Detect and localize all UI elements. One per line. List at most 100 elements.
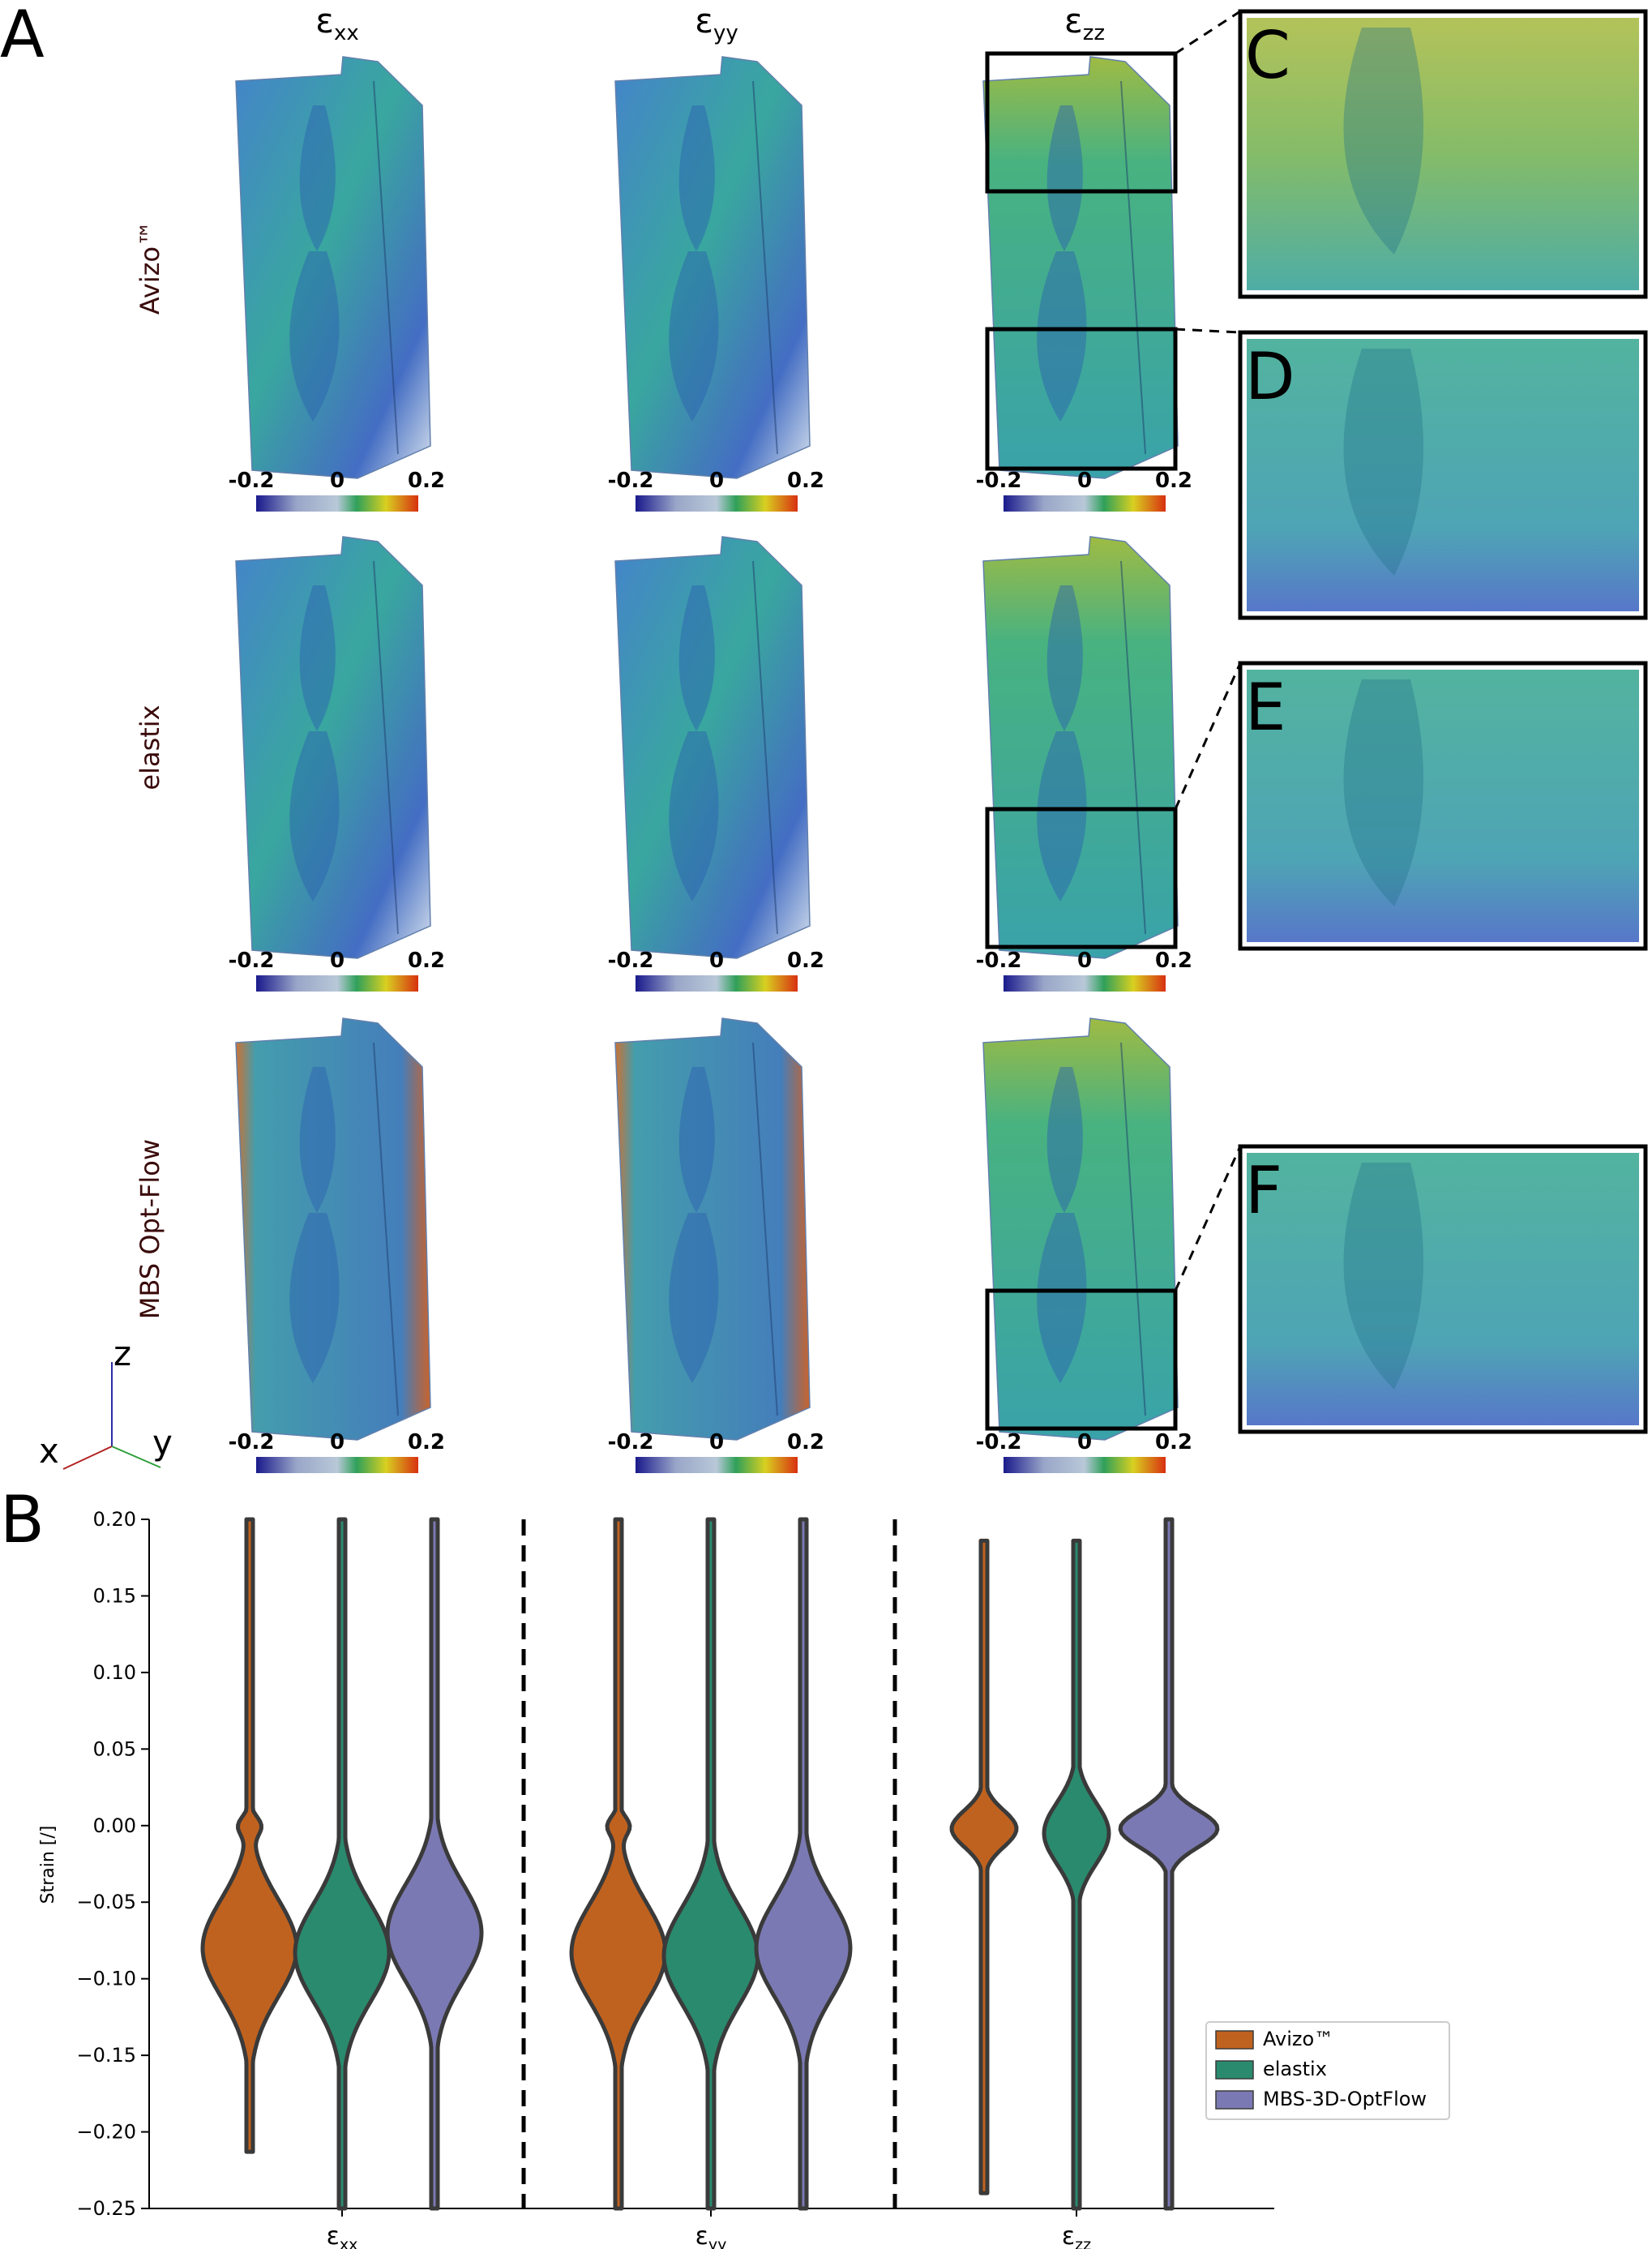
y-tick-label: 0.10 [93,1661,136,1684]
axes-triad: z x y [39,1334,173,1471]
inset-label-D: D [1245,339,1295,414]
inset-image-F [1247,1153,1639,1425]
selection-box-D [985,327,1178,471]
volume-edge [1120,1042,1146,1416]
y-tick-label: 0.05 [93,1737,136,1760]
selection-box-F [985,1288,1178,1431]
row-header-2: MBS Opt-Flow [135,1139,165,1319]
column-headers: εxx εyy εzz [315,1,1105,45]
inset-fiber-F [1343,1163,1423,1390]
inset-fiber-E [1343,679,1423,906]
row-header-0: Avizo™ [135,221,165,315]
colorbar-r1-c2: -0.2 0 0.2 [976,949,1192,992]
triad-x-axis [62,1446,113,1470]
colorbar-mid-label: 0 [330,1430,345,1454]
volume-r1-c2 [982,536,1179,959]
volume-body [982,1017,1179,1441]
column-header-yy: εyy [695,1,738,45]
colorbar-gradient [256,495,418,512]
violin-2-1 [754,1517,853,2211]
colorbar-gradient [1004,495,1166,512]
inset-label-F: F [1245,1153,1282,1228]
selection-box-C [985,51,1178,194]
violin-1-1 [661,1517,760,2211]
inset-connector-D [1175,328,1241,334]
violin-0-0 [200,1517,299,2154]
x-ticks: εxx εyy εzz [327,2208,1091,2249]
legend-swatch-elastix [1215,2060,1254,2080]
legend: Avizo™ elastix MBS-3D-OptFlow [1205,2021,1450,2120]
row-headers: Avizo™ elastix MBS Opt-Flow [135,221,165,1319]
colorbars: -0.2 0 0.2 -0.2 0 0.2 -0.2 0 0.2 -0.2 0 0.2 -0.2 0 0.2… [229,469,1192,1473]
violin-0-2 [949,1538,1019,2195]
y-tick-label: 0.15 [93,1584,136,1607]
colorbar-min-label: -0.2 [976,469,1022,493]
volume-r0-c0 [235,56,431,479]
violin-1-0 [293,1517,392,2211]
volume-fiber-upper [1046,105,1083,251]
volume-r2-c1 [614,1017,811,1441]
colorbar-gradient [256,1457,418,1473]
colorbar-r0-c2: -0.2 0 0.2 [976,469,1192,512]
volume-fiber-lower [669,1213,719,1383]
colorbar-max-label: 0.2 [408,949,445,973]
volume-edge [752,1042,778,1416]
x-tick-label-zz: εzz [1062,2222,1091,2249]
y-tick-label: 0.20 [93,1508,136,1531]
volume-r1-c1 [614,536,811,959]
colorbar-mid-label: 0 [1077,1430,1092,1454]
colorbar-r2-c1: -0.2 0 0.2 [608,1430,824,1473]
colorbar-r1-c0: -0.2 0 0.2 [229,949,445,992]
volume-edge [1120,560,1146,935]
legend-label-mbs: MBS-3D-OptFlow [1263,2088,1427,2110]
colorbar-max-label: 0.2 [787,469,824,493]
colorbar-mid-label: 0 [709,469,724,493]
colorbar-max-label: 0.2 [1155,469,1192,493]
colorbar-max-label: 0.2 [787,1430,824,1454]
volume-body [614,1017,811,1441]
inset-frame-D [1238,330,1648,620]
volume-fiber-lower [1037,1213,1087,1383]
colorbar-min-label: -0.2 [608,1430,654,1454]
inset-connector-F [1174,1146,1242,1292]
volume-r0-c1 [614,56,811,479]
triad-y-axis [111,1446,161,1468]
colorbar-r0-c0: -0.2 0 0.2 [229,469,445,512]
volume-fiber-upper [299,1067,336,1213]
volume-edge [752,560,778,935]
x-tick-label-yy: εyy [695,2222,727,2249]
volume-body [235,1017,431,1441]
colorbar-r2-c0: -0.2 0 0.2 [229,1430,445,1473]
volume-fiber-upper [678,105,715,251]
volume-r2-c0 [235,1017,431,1441]
colorbar-gradient [1004,1457,1166,1473]
legend-frame [1205,2021,1450,2120]
legend-swatch-avizo [1215,2030,1254,2050]
column-header-zz: εzz [1064,1,1105,45]
colorbar-mid-label: 0 [330,469,345,493]
volume-fiber-lower [669,251,719,422]
colorbar-r0-c1: -0.2 0 0.2 [608,469,824,512]
x-tick-label-xx: εxx [327,2222,358,2249]
panel-b-label: B [0,1482,45,1557]
triad-x-label: x [39,1431,59,1471]
colorbar-r1-c1: -0.2 0 0.2 [608,949,824,992]
y-tick-label: −0.25 [76,2197,136,2220]
colorbar-r2-c2: -0.2 0 0.2 [976,1430,1192,1473]
column-header-xx: εxx [315,1,358,45]
volume-fiber-upper [678,1067,715,1213]
colorbar-min-label: -0.2 [976,949,1022,973]
volume-body [982,536,1179,959]
inset-connector-C [1175,10,1241,55]
colorbar-gradient [256,975,418,992]
colorbar-min-label: -0.2 [229,469,275,493]
colorbar-mid-label: 0 [330,949,345,973]
legend-swatch-mbs [1215,2090,1254,2110]
volume-fiber-upper [1046,585,1083,731]
volume-r0-c2 [982,56,1179,479]
selection-box-E [985,807,1178,949]
colorbar-gradient [1004,975,1166,992]
colorbar-min-label: -0.2 [608,469,654,493]
inset-image-E [1247,670,1639,942]
colorbar-min-label: -0.2 [976,1430,1022,1454]
